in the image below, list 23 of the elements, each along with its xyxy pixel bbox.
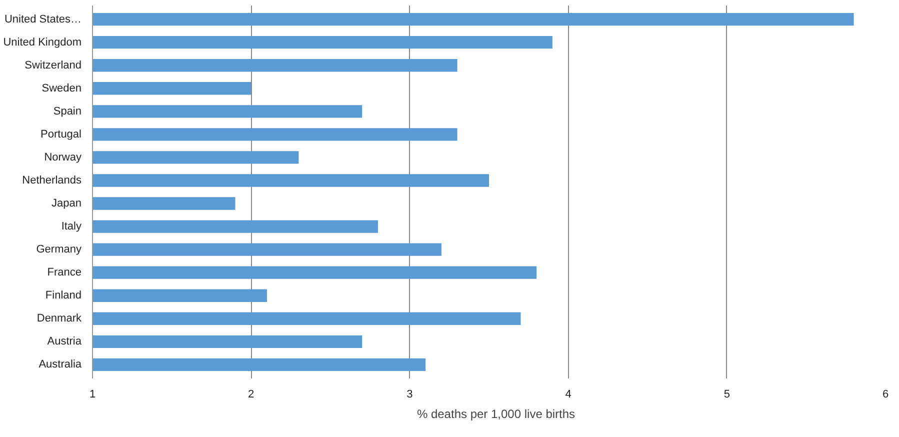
x-tick-label: 1	[89, 388, 96, 400]
y-tick-label: Spain	[53, 105, 82, 118]
y-tick-label: United States…	[4, 13, 82, 26]
y-tick-label: Finland	[45, 290, 82, 302]
x-tick-label: 2	[248, 388, 254, 400]
y-tick-label: United Kingdom	[3, 36, 82, 48]
x-tick-label: 5	[724, 388, 730, 400]
y-tick-label: France	[47, 266, 82, 279]
y-tick-label: Netherlands	[22, 174, 82, 186]
y-tick-label: Australia	[38, 358, 82, 371]
y-tick-label: Switzerland	[24, 59, 82, 72]
y-tick-label: Japan	[52, 198, 82, 210]
text: % deaths per 1,000 live births	[416, 407, 576, 421]
x-tick-label: 3	[406, 388, 413, 400]
y-tick-label: Italy	[61, 220, 82, 233]
y-tick-label: Norway	[44, 151, 82, 164]
x-tick-label: 4	[565, 388, 572, 400]
y-tick-label: Austria	[47, 336, 82, 348]
x-tick-label: 6	[882, 388, 889, 400]
y-tick-label: Portugal	[40, 128, 82, 140]
y-tick-label: Germany	[36, 244, 82, 256]
y-tick-label: Denmark	[36, 312, 82, 325]
y-tick-label: Sweden	[42, 82, 82, 94]
